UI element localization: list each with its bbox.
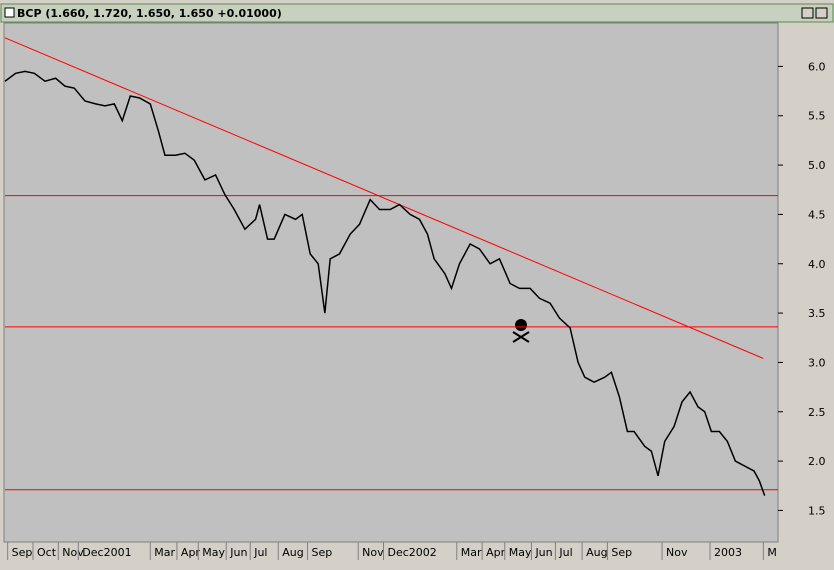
chart-title: BCP (1.660, 1.720, 1.650, 1.650 +0.01000… — [17, 7, 282, 20]
y-tick-label: 6.0 — [808, 60, 826, 73]
x-tick-label: Apr — [181, 546, 201, 559]
y-tick-label: 5.5 — [808, 110, 826, 123]
y-tick-label: 3.5 — [808, 307, 826, 320]
x-tick-label: Apr — [486, 546, 506, 559]
y-tick-label: 4.0 — [808, 258, 826, 271]
x-tick-label: 2003 — [714, 546, 742, 559]
price-line — [4, 70, 766, 496]
x-tick-label: Jun — [229, 546, 247, 559]
x-tick-label: May — [202, 546, 225, 559]
x-tick-label: Mar — [154, 546, 175, 559]
y-tick-label: 3.0 — [808, 356, 826, 369]
x-tick-label: Sep — [611, 546, 632, 559]
y-tick-label: 4.5 — [808, 208, 826, 221]
x-tick-label: Nov — [62, 546, 84, 559]
x-tick-label: Nov — [362, 546, 384, 559]
title-bar — [0, 3, 834, 23]
trend-line — [4, 37, 764, 359]
close-button[interactable] — [815, 7, 828, 19]
y-tick-label: 1.5 — [808, 504, 826, 517]
x-tick-label: Nov — [666, 546, 688, 559]
x-tick-label: Jun — [534, 546, 552, 559]
plot-area — [3, 22, 779, 543]
x-tick-label: Dec2001 — [82, 546, 131, 559]
x-tick-label: Dec2002 — [388, 546, 437, 559]
x-tick-label: Aug — [586, 546, 607, 559]
x-tick-label: Mar — [461, 546, 482, 559]
y-tick-label: 2.5 — [808, 406, 826, 419]
x-tick-label: Oct — [37, 546, 57, 559]
skull-icon — [512, 319, 530, 343]
y-tick-label: 2.0 — [808, 455, 826, 468]
x-tick-label: Sep — [12, 546, 33, 559]
y-tick-label: 5.0 — [808, 159, 826, 172]
x-tick-label: Jul — [253, 546, 267, 559]
window-icon — [4, 7, 15, 18]
x-tick-label: Aug — [282, 546, 303, 559]
restore-button[interactable] — [801, 7, 814, 19]
x-tick-label: M — [767, 546, 777, 559]
x-tick-label: Sep — [312, 546, 333, 559]
x-tick-label: May — [509, 546, 532, 559]
x-tick-label: Jul — [558, 546, 572, 559]
